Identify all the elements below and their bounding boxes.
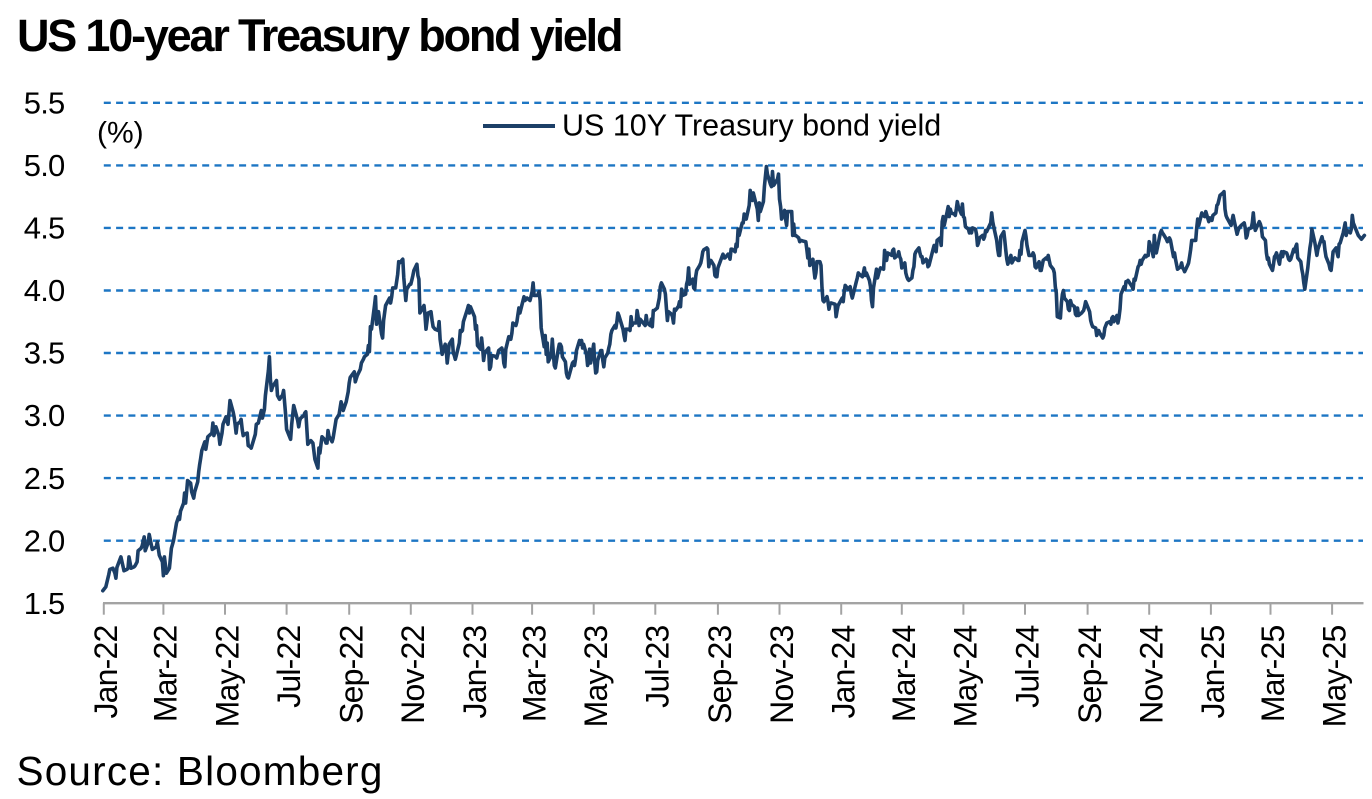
- svg-text:May-25: May-25: [1316, 625, 1352, 727]
- svg-text:May-22: May-22: [209, 625, 245, 727]
- svg-text:Source: Bloomberg: Source: Bloomberg: [17, 748, 384, 794]
- svg-text:1.5: 1.5: [24, 586, 65, 621]
- svg-text:Nov-22: Nov-22: [395, 625, 431, 723]
- svg-text:5.0: 5.0: [24, 148, 65, 183]
- svg-text:Jul-22: Jul-22: [271, 625, 307, 707]
- svg-text:May-23: May-23: [578, 625, 614, 727]
- svg-text:3.5: 3.5: [24, 336, 65, 371]
- svg-text:Sep-23: Sep-23: [702, 625, 738, 723]
- svg-text:Jan-24: Jan-24: [826, 625, 862, 718]
- svg-text:Jul-23: Jul-23: [640, 625, 676, 707]
- svg-text:Sep-24: Sep-24: [1072, 625, 1108, 723]
- svg-text:Jan-23: Jan-23: [457, 625, 493, 718]
- svg-text:(%): (%): [97, 117, 144, 150]
- svg-text:5.5: 5.5: [24, 86, 65, 121]
- svg-text:Nov-23: Nov-23: [764, 625, 800, 723]
- svg-text:Mar-24: Mar-24: [886, 625, 922, 722]
- svg-text:Sep-22: Sep-22: [334, 625, 370, 723]
- svg-text:2.5: 2.5: [24, 461, 65, 496]
- svg-text:Jul-24: Jul-24: [1009, 625, 1045, 707]
- svg-text:Mar-25: Mar-25: [1255, 625, 1291, 722]
- svg-text:Mar-22: Mar-22: [148, 625, 184, 722]
- svg-text:4.5: 4.5: [24, 211, 65, 246]
- svg-text:2.0: 2.0: [24, 523, 65, 558]
- svg-text:Jan-22: Jan-22: [88, 625, 124, 718]
- svg-text:US 10-year Treasury bond yield: US 10-year Treasury bond yield: [17, 10, 621, 61]
- svg-text:Nov-24: Nov-24: [1134, 625, 1170, 723]
- svg-text:3.0: 3.0: [24, 398, 65, 433]
- svg-text:May-24: May-24: [948, 625, 984, 727]
- svg-text:US 10Y Treasury bond yield: US 10Y Treasury bond yield: [562, 109, 941, 143]
- svg-text:Mar-23: Mar-23: [516, 625, 552, 722]
- svg-text:4.0: 4.0: [24, 273, 65, 308]
- svg-text:Jan-25: Jan-25: [1195, 625, 1231, 718]
